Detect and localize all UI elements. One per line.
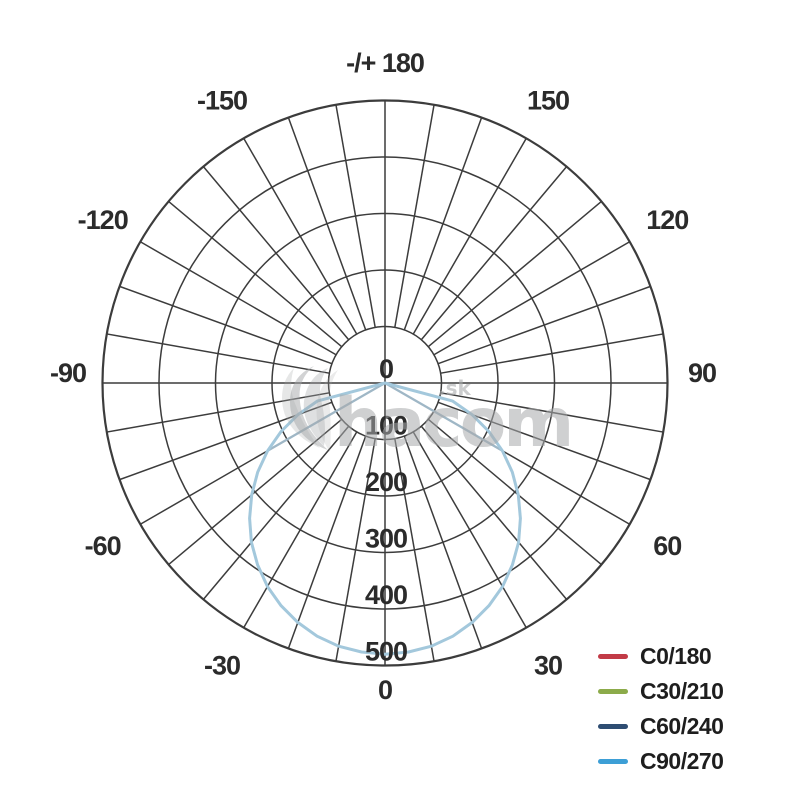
grid-spoke: [335, 104, 376, 328]
grid-spoke: [394, 438, 435, 662]
grid-spoke: [403, 435, 483, 649]
grid-spoke: [139, 241, 337, 356]
grid-spoke: [119, 285, 333, 365]
grid-spoke: [243, 431, 358, 629]
radial-label-100: 100: [365, 411, 407, 441]
legend-label: C60/240: [640, 712, 724, 739]
angle-label--180: -/+ 180: [346, 48, 424, 78]
grid-spoke: [437, 285, 651, 365]
angle-label--120: -120: [78, 205, 128, 235]
radial-label-300: 300: [365, 524, 407, 554]
radial-label-200: 200: [365, 467, 407, 497]
grid-spoke: [420, 166, 568, 341]
grid-spoke: [106, 333, 330, 374]
grid-spoke: [243, 137, 358, 335]
legend-swatch-icon: [598, 653, 628, 659]
grid-spoke: [168, 200, 343, 348]
legend-label: C0/180: [640, 642, 712, 669]
grid-spoke: [420, 425, 568, 600]
grid-spoke: [440, 333, 664, 374]
legend-swatch-icon: [598, 723, 628, 729]
angle-label-60: 60: [653, 531, 681, 561]
legend-swatch-icon: [598, 758, 628, 764]
grid-spoke: [433, 241, 631, 356]
grid-spoke: [202, 166, 350, 341]
curve-C90-270: [248, 381, 522, 656]
radial-label-500: 500: [365, 637, 407, 667]
grid-spoke: [394, 104, 435, 328]
radial-label-0: 0: [379, 354, 393, 384]
angle-label--30: -30: [204, 650, 240, 680]
grid-spoke: [412, 431, 527, 629]
angle-label-0: 0: [378, 675, 392, 705]
grid-spoke: [412, 137, 527, 335]
angle-label-30: 30: [534, 650, 562, 680]
angle-label-150: 150: [527, 86, 569, 116]
grid-spoke: [427, 418, 602, 566]
legend-swatch-icon: [598, 688, 628, 694]
radial-label-400: 400: [365, 580, 407, 610]
angle-label-120: 120: [646, 205, 688, 235]
legend-item-c90-270: C90/270: [598, 747, 724, 774]
angle-label--60: -60: [85, 531, 121, 561]
grid-spoke: [287, 435, 367, 649]
grid-spoke: [440, 392, 664, 433]
grid-spoke: [168, 418, 343, 566]
grid-spoke: [335, 438, 376, 662]
legend-label: C90/270: [640, 747, 724, 774]
grid-spoke: [403, 117, 483, 331]
legend-item-c0-180: C0/180: [598, 642, 723, 669]
grid-spoke: [287, 117, 367, 331]
legend-item-c60-240: C60/240: [598, 712, 724, 739]
angle-label--90: -90: [50, 358, 86, 388]
grid-spoke: [106, 392, 330, 433]
grid-spoke: [202, 425, 350, 600]
grid-spoke: [427, 200, 602, 348]
angle-label-90: 90: [688, 358, 716, 388]
angle-label--150: -150: [197, 86, 247, 116]
legend-item-c30-210: C30/210: [598, 677, 724, 704]
legend-label: C30/210: [640, 677, 724, 704]
legend: C0/180 C30/210 C60/240 C90/270: [598, 642, 724, 774]
